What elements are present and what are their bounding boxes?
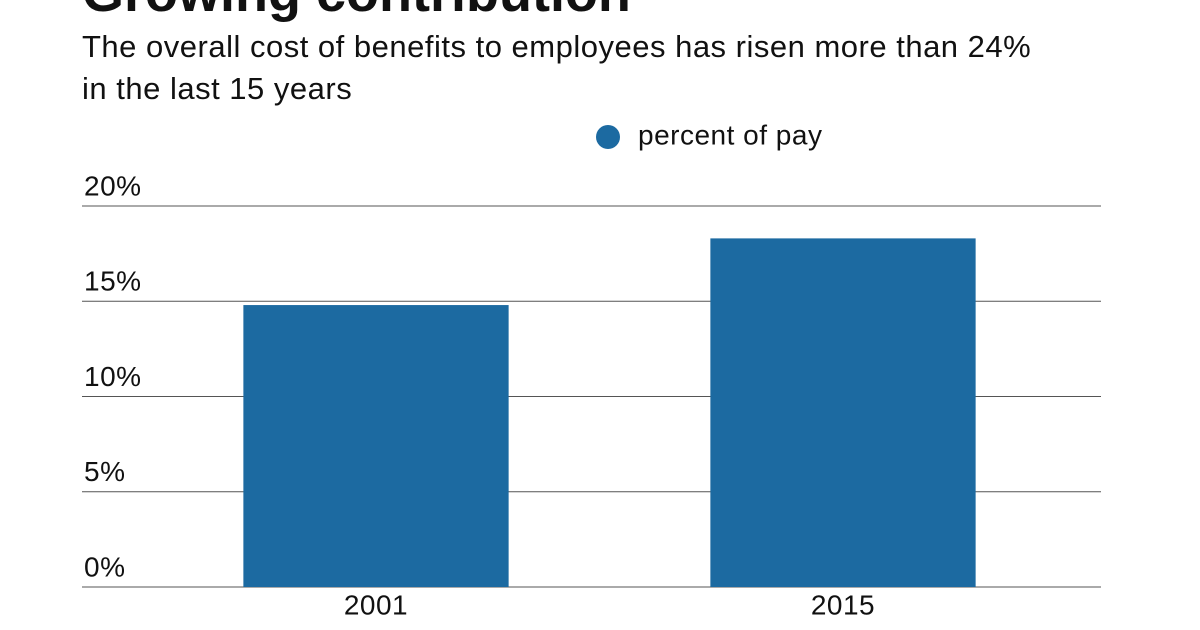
chart-subtitle: The overall cost of benefits to employee… — [82, 29, 1032, 106]
x-tick-label: 2015 — [811, 589, 875, 620]
legend-marker — [596, 125, 620, 149]
bar — [710, 238, 976, 587]
y-tick-label: 10% — [84, 361, 142, 392]
legend-label: percent of pay — [638, 119, 822, 150]
y-tick-label: 0% — [84, 551, 125, 582]
chart-title: Growing contribution — [82, 0, 631, 24]
x-tick-label: 2001 — [344, 589, 408, 620]
y-tick-label: 5% — [84, 456, 125, 487]
bar — [243, 305, 509, 587]
y-tick-label: 20% — [84, 170, 142, 201]
y-tick-label: 15% — [84, 266, 142, 297]
